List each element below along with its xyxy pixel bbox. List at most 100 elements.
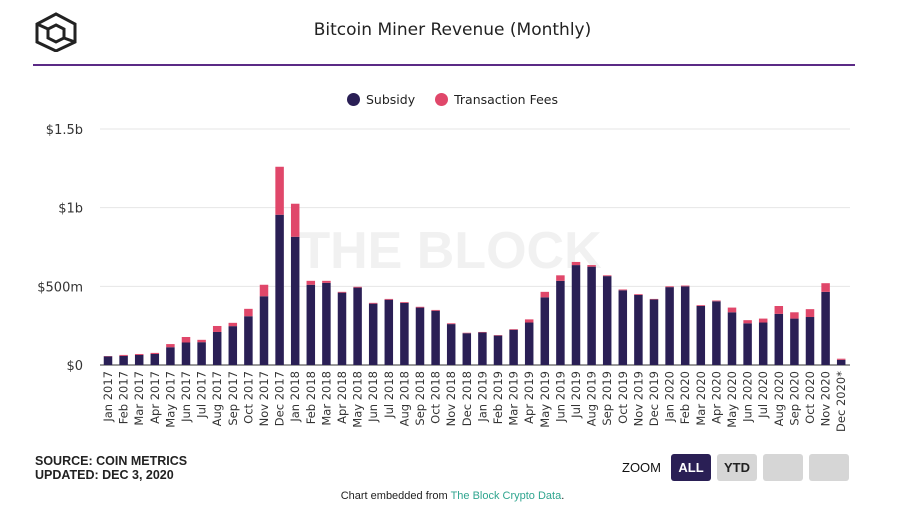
bar-subsidy[interactable] (103, 356, 113, 365)
bar-subsidy[interactable] (337, 292, 347, 365)
bar-transaction-fees[interactable] (571, 261, 581, 266)
bar-subsidy[interactable] (462, 333, 472, 365)
bar-transaction-fees[interactable] (259, 284, 269, 297)
bar-subsidy[interactable] (727, 312, 737, 365)
bar-transaction-fees[interactable] (244, 308, 253, 317)
bar-subsidy[interactable] (244, 316, 253, 365)
bar-subsidy[interactable] (836, 359, 846, 365)
bar-subsidy[interactable] (540, 297, 550, 365)
bar-subsidy[interactable] (197, 342, 206, 365)
bar-transaction-fees[interactable] (540, 291, 550, 298)
bar-transaction-fees[interactable] (275, 166, 284, 215)
bar-transaction-fees[interactable] (774, 306, 784, 314)
bar-subsidy[interactable] (696, 306, 706, 365)
bar-transaction-fees[interactable] (712, 300, 721, 302)
bar-subsidy[interactable] (602, 276, 612, 365)
bar-transaction-fees[interactable] (805, 309, 815, 318)
bar-transaction-fees[interactable] (446, 323, 456, 325)
zoom-all-button[interactable]: ALL (671, 454, 711, 481)
bar-subsidy[interactable] (446, 324, 456, 365)
bar-subsidy[interactable] (353, 287, 362, 365)
bar-subsidy[interactable] (384, 299, 394, 365)
bar-subsidy[interactable] (712, 301, 721, 365)
bar-subsidy[interactable] (322, 282, 331, 365)
zoom-empty-button[interactable] (809, 454, 849, 481)
bar-subsidy[interactable] (758, 322, 768, 365)
zoom-ytd-button[interactable]: YTD (717, 454, 757, 481)
bar-subsidy[interactable] (368, 303, 378, 365)
bar-transaction-fees[interactable] (509, 329, 518, 330)
bar-subsidy[interactable] (119, 355, 128, 365)
bar-transaction-fees[interactable] (368, 302, 378, 304)
bar-subsidy[interactable] (290, 236, 300, 365)
bar-subsidy[interactable] (665, 287, 674, 365)
bar-transaction-fees[interactable] (134, 353, 144, 355)
bar-subsidy[interactable] (556, 280, 565, 365)
bar-subsidy[interactable] (774, 313, 784, 365)
bar-transaction-fees[interactable] (821, 283, 830, 292)
bar-transaction-fees[interactable] (634, 294, 643, 295)
legend-item-transaction-fees[interactable]: Transaction Fees (435, 92, 558, 107)
bar-subsidy[interactable] (524, 322, 534, 365)
bar-subsidy[interactable] (212, 331, 222, 365)
bar-subsidy[interactable] (790, 318, 799, 365)
bar-transaction-fees[interactable] (290, 203, 300, 237)
bar-subsidy[interactable] (634, 294, 643, 365)
bar-transaction-fees[interactable] (212, 325, 222, 332)
x-tick-label: Dec 2017 (273, 371, 287, 426)
bar-transaction-fees[interactable] (602, 275, 612, 277)
bar-subsidy[interactable] (166, 347, 175, 365)
bar-transaction-fees[interactable] (665, 286, 674, 288)
bar-transaction-fees[interactable] (524, 319, 534, 323)
bar-subsidy[interactable] (275, 214, 284, 365)
bar-subsidy[interactable] (805, 317, 815, 365)
bar-subsidy[interactable] (134, 354, 144, 365)
bar-transaction-fees[interactable] (166, 344, 175, 348)
zoom-empty-button[interactable] (763, 454, 803, 481)
bar-transaction-fees[interactable] (680, 285, 690, 287)
bar-transaction-fees[interactable] (150, 352, 160, 354)
the-block-data-link[interactable]: The Block Crypto Data (450, 490, 562, 502)
bar-subsidy[interactable] (228, 326, 238, 365)
bar-subsidy[interactable] (587, 266, 596, 365)
bar-transaction-fees[interactable] (181, 336, 191, 343)
bar-transaction-fees[interactable] (790, 312, 799, 319)
legend-item-subsidy[interactable]: Subsidy (347, 92, 415, 107)
bar-transaction-fees[interactable] (119, 354, 128, 356)
bar-transaction-fees[interactable] (306, 280, 316, 285)
bar-transaction-fees[interactable] (758, 318, 768, 323)
bar-transaction-fees[interactable] (228, 322, 238, 327)
bar-subsidy[interactable] (150, 353, 160, 365)
bar-transaction-fees[interactable] (836, 358, 846, 360)
bar-transaction-fees[interactable] (415, 306, 425, 308)
bar-subsidy[interactable] (400, 302, 409, 365)
bar-transaction-fees[interactable] (322, 280, 331, 283)
bar-transaction-fees[interactable] (337, 291, 347, 293)
bar-transaction-fees[interactable] (727, 307, 737, 313)
bar-subsidy[interactable] (181, 342, 191, 365)
the-block-logo (34, 12, 78, 57)
bar-subsidy[interactable] (478, 332, 487, 365)
bar-subsidy[interactable] (415, 307, 425, 365)
bar-transaction-fees[interactable] (353, 286, 362, 288)
bar-subsidy[interactable] (618, 290, 628, 365)
bar-transaction-fees[interactable] (431, 309, 440, 311)
bar-transaction-fees[interactable] (696, 305, 706, 306)
bar-subsidy[interactable] (259, 296, 269, 365)
bar-subsidy[interactable] (431, 310, 440, 365)
bar-transaction-fees[interactable] (197, 339, 206, 343)
bar-subsidy[interactable] (649, 299, 659, 365)
bar-transaction-fees[interactable] (384, 298, 394, 300)
bar-transaction-fees[interactable] (556, 275, 565, 281)
bar-transaction-fees[interactable] (743, 320, 752, 324)
bar-transaction-fees[interactable] (587, 265, 596, 267)
bar-transaction-fees[interactable] (618, 289, 628, 291)
bar-subsidy[interactable] (743, 323, 752, 365)
bar-subsidy[interactable] (306, 284, 316, 365)
bar-transaction-fees[interactable] (400, 302, 409, 303)
bar-subsidy[interactable] (493, 335, 503, 365)
bar-subsidy[interactable] (821, 291, 830, 365)
bar-subsidy[interactable] (680, 286, 690, 365)
bar-subsidy[interactable] (509, 329, 518, 365)
bar-subsidy[interactable] (571, 265, 581, 365)
